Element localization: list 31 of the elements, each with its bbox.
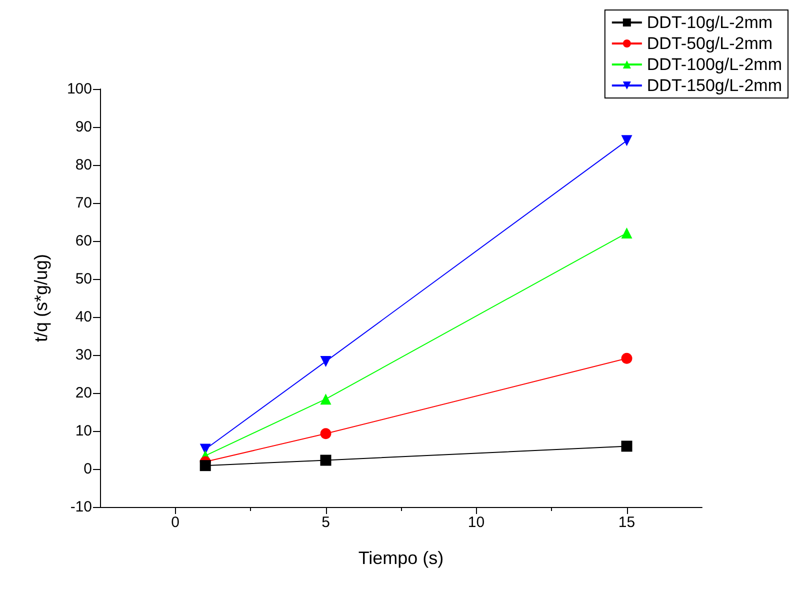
x-tick-label: 10: [468, 514, 485, 531]
y-tick-label: 30: [75, 346, 92, 364]
legend-label: DDT-150g/L-2mm: [646, 76, 782, 95]
point: [621, 352, 632, 364]
legend-label: DDT-100g/L-2mm: [646, 55, 782, 74]
x-tick-label: 15: [618, 514, 636, 531]
y-tick-label: 50: [75, 270, 92, 288]
point: [320, 428, 332, 440]
x-tick-label: 5: [322, 514, 330, 531]
point: [320, 356, 332, 367]
legend-label: DDT-50g/L-2mm: [646, 34, 773, 53]
point: [621, 135, 632, 146]
y-tick-label: -10: [70, 498, 92, 516]
y-tick-label: 90: [75, 118, 92, 136]
point: [200, 460, 211, 472]
y-tick-label: 10: [75, 422, 92, 440]
y-tick-label: 0: [84, 460, 92, 478]
point: [320, 454, 332, 466]
legend-label: DDT-10g/L-2mm: [646, 13, 773, 32]
y-axis-title: t/q (s*g/ug): [31, 254, 51, 342]
point: [621, 228, 632, 239]
x-axis-title: Tiempo (s): [358, 548, 444, 568]
y-tick-label: 100: [66, 80, 92, 98]
point: [621, 440, 632, 452]
y-tick-label: 60: [75, 232, 92, 250]
y-tick-label: 70: [75, 194, 92, 212]
x-tick-label: 0: [171, 514, 180, 531]
y-tick-label: 80: [75, 156, 92, 174]
point: [320, 394, 332, 405]
y-tick-label: 20: [75, 384, 92, 402]
y-tick-label: 40: [75, 308, 92, 326]
